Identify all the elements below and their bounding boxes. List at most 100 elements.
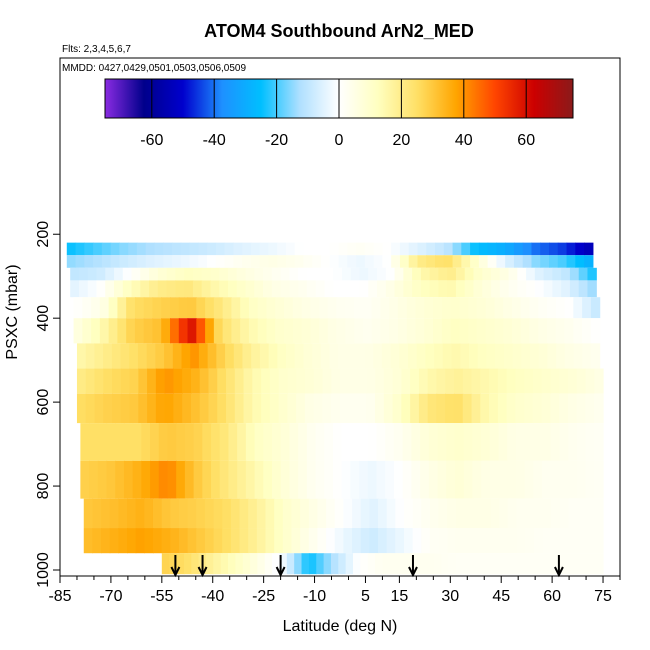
heatmap-cell (555, 297, 566, 319)
heatmap-cell (176, 553, 185, 575)
heatmap-cell (470, 255, 480, 268)
heatmap-cell (435, 242, 445, 256)
heatmap-cell (350, 460, 360, 499)
heatmap-cell (271, 280, 282, 298)
y-tick-label: 200 (35, 221, 52, 248)
heatmap-cell (180, 255, 191, 268)
heatmap-cell (362, 297, 373, 319)
heatmap-cell (433, 297, 443, 319)
heatmap-cell (532, 393, 543, 424)
heatmap-cell (191, 553, 200, 575)
heatmap-cell (336, 297, 346, 319)
heatmap-cell (306, 267, 317, 281)
heatmap-cell (245, 267, 255, 281)
heatmap-cell (386, 498, 396, 529)
heatmap-cell (204, 498, 215, 529)
heatmap-cell (590, 343, 601, 369)
heatmap-cell (251, 343, 261, 369)
heatmap-cell (129, 368, 139, 394)
heatmap-cell (243, 368, 253, 394)
heatmap-cell (378, 498, 388, 529)
heatmap-cell (178, 528, 189, 554)
heatmap-cell (146, 343, 156, 369)
heatmap-cell (338, 255, 348, 268)
heatmap-cell (437, 460, 447, 499)
heatmap-cell (129, 343, 139, 369)
heatmap-cell (250, 242, 261, 256)
heatmap-cell (542, 423, 552, 461)
heatmap-cell (115, 423, 125, 461)
heatmap-cell (161, 528, 171, 554)
heatmap-cell (505, 255, 515, 268)
heatmap-cell (105, 267, 115, 281)
heatmap-cell (322, 368, 332, 394)
heatmap-cell (487, 255, 498, 268)
heatmap-cell (254, 460, 264, 499)
heatmap-cell (164, 343, 174, 369)
heatmap-cell (176, 423, 186, 461)
heatmap-cell (508, 267, 518, 281)
heatmap-cell (248, 318, 259, 344)
heatmap-cell (343, 528, 353, 554)
heatmap-cell (453, 368, 464, 394)
heatmap-cell (499, 528, 509, 554)
heatmap-cell (498, 423, 508, 461)
heatmap-cell (201, 280, 212, 298)
heatmap-cell (473, 267, 483, 281)
heatmap-cell (515, 423, 526, 461)
heatmap-cell (462, 368, 473, 394)
heatmap-cell (259, 242, 270, 256)
heatmap-cell (155, 368, 166, 394)
heatmap-cell (568, 498, 578, 529)
heatmap-cell (138, 368, 148, 394)
heatmap-cell (564, 343, 575, 369)
heatmap-cell (291, 528, 301, 554)
heatmap-cell (382, 255, 392, 268)
heatmap-cell (542, 498, 552, 529)
heatmap-cell (198, 343, 209, 369)
heatmap-cell (451, 343, 461, 369)
heatmap-cell (459, 318, 469, 344)
heatmap-cell (561, 280, 571, 298)
heatmap-cell (144, 528, 154, 554)
heatmap-cell (154, 242, 164, 256)
heatmap-cell (261, 393, 271, 424)
heatmap-cell (443, 255, 454, 268)
heatmap-cell (420, 267, 431, 281)
heatmap-cell (397, 318, 408, 344)
heatmap-cell (494, 318, 504, 344)
heatmap-cell (92, 498, 102, 529)
heatmap-cell (254, 267, 264, 281)
heatmap-cell (359, 267, 369, 281)
heatmap-cell (263, 423, 273, 461)
heatmap-cell (321, 242, 331, 256)
heatmap-cell (94, 393, 104, 424)
heatmap-cell (561, 267, 571, 281)
heatmap-cell (207, 255, 217, 268)
heatmap-cell (366, 393, 376, 424)
heatmap-cell (441, 297, 452, 319)
flight-arrowhead (554, 566, 564, 578)
heatmap-cell (587, 280, 597, 298)
heatmap-cell (415, 297, 425, 319)
heatmap-cell (373, 255, 384, 268)
heatmap-cell (292, 318, 303, 344)
heatmap-cell (225, 343, 235, 369)
heatmap-cell (532, 368, 543, 394)
heatmap-cell (538, 318, 548, 344)
heatmap-cell (399, 242, 410, 256)
heatmap-cell (419, 553, 428, 575)
heatmap-cell (76, 343, 87, 369)
heatmap-cell (357, 368, 367, 394)
heatmap-cell (289, 423, 299, 461)
heatmap-cell (93, 242, 103, 256)
heatmap-cell (513, 242, 524, 256)
heatmap-cell (120, 368, 131, 394)
heatmap-cell (500, 553, 509, 575)
heatmap-cell (216, 343, 226, 369)
heatmap-cell (577, 498, 587, 529)
heatmap-cell (287, 393, 297, 424)
heatmap-cell (70, 267, 80, 281)
heatmap-cell (376, 460, 386, 499)
